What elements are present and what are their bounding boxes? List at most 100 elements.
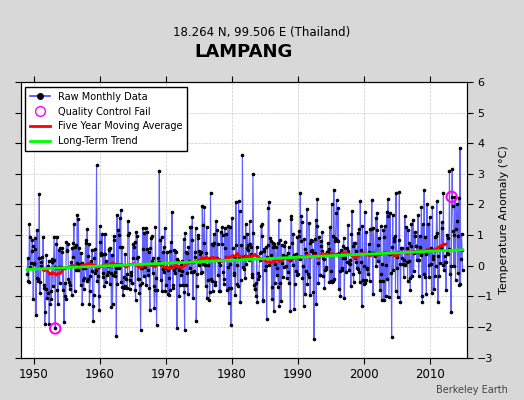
Point (366, 226, 374, 233)
Point (442, 287, 450, 293)
Point (354, 266, 362, 272)
Point (100, 251, 108, 257)
Point (418, 293, 426, 299)
Point (124, 232, 133, 238)
Point (205, 255, 213, 262)
Point (391, 287, 400, 294)
Point (71, 267, 80, 274)
Point (413, 256, 421, 263)
Point (429, 253, 437, 260)
Point (286, 257, 294, 263)
Point (254, 276, 262, 282)
Point (444, 250, 453, 257)
Point (449, 228, 457, 234)
Point (102, 278, 110, 285)
Point (340, 294, 348, 301)
Point (113, 281, 122, 288)
Point (190, 268, 198, 274)
Point (267, 284, 276, 290)
Point (133, 255, 141, 261)
Point (396, 299, 405, 306)
Point (31, 245, 40, 252)
Point (372, 214, 380, 221)
Point (441, 259, 450, 265)
Point (336, 268, 344, 274)
Point (163, 249, 171, 256)
Point (183, 250, 192, 256)
Point (271, 261, 280, 268)
Point (315, 272, 324, 278)
Point (328, 201, 336, 207)
Point (159, 266, 167, 272)
Point (168, 282, 177, 289)
Point (360, 263, 368, 269)
Point (264, 242, 272, 248)
Point (449, 203, 457, 209)
Point (228, 214, 236, 221)
Point (49, 257, 58, 264)
Point (380, 234, 389, 241)
Point (299, 263, 307, 270)
Point (192, 317, 200, 324)
Point (210, 240, 219, 247)
Point (419, 221, 427, 227)
Point (93, 278, 101, 284)
Point (102, 258, 111, 264)
Point (281, 239, 289, 245)
Point (393, 254, 401, 261)
Point (415, 256, 423, 263)
Point (372, 263, 380, 270)
Point (80, 275, 89, 282)
Point (161, 287, 170, 294)
Point (334, 205, 342, 211)
Point (156, 236, 165, 243)
Point (294, 228, 303, 234)
Point (420, 186, 428, 193)
Point (116, 207, 125, 214)
Point (394, 249, 402, 256)
Point (135, 276, 143, 282)
Point (67, 259, 75, 265)
Point (174, 258, 182, 264)
Point (33, 227, 41, 234)
Point (145, 285, 154, 291)
Point (238, 152, 247, 158)
Point (384, 196, 392, 202)
Point (395, 189, 403, 195)
Point (81, 237, 90, 244)
Point (73, 212, 81, 219)
Point (150, 283, 158, 290)
Point (57, 265, 65, 271)
Point (123, 271, 131, 277)
Point (335, 286, 343, 292)
Point (217, 241, 226, 247)
Point (223, 287, 231, 294)
Point (226, 261, 235, 268)
Point (54, 264, 63, 271)
Point (283, 250, 292, 256)
Point (332, 210, 340, 216)
Point (275, 217, 283, 223)
Point (57, 264, 66, 270)
Point (45, 320, 53, 327)
Point (96, 239, 105, 245)
Point (400, 256, 409, 263)
Point (401, 213, 409, 220)
Point (49, 283, 57, 289)
Point (183, 270, 191, 277)
Point (166, 287, 174, 294)
Point (221, 225, 229, 231)
Point (289, 230, 297, 237)
Point (441, 258, 449, 265)
Point (362, 229, 370, 236)
Point (41, 309, 50, 315)
Point (436, 260, 444, 266)
Point (421, 233, 430, 240)
Point (293, 272, 301, 278)
Point (242, 220, 250, 227)
Point (214, 272, 222, 278)
Point (25, 279, 33, 285)
Point (352, 259, 361, 265)
Point (399, 261, 407, 268)
Point (298, 219, 306, 225)
